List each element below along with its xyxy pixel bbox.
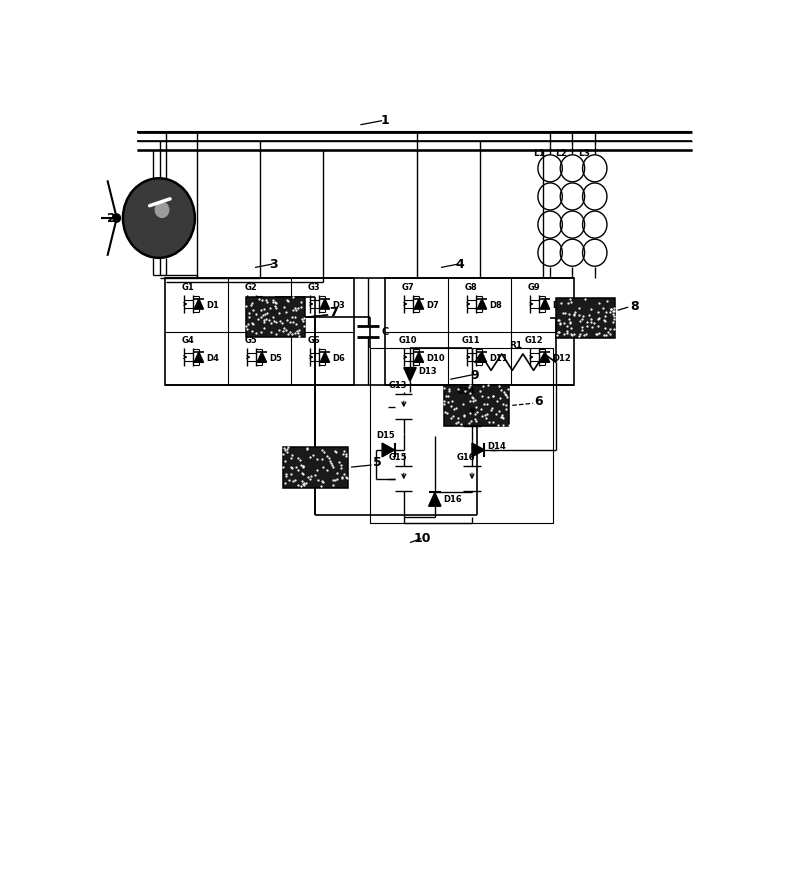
Text: 7: 7 — [330, 307, 338, 319]
Polygon shape — [382, 443, 394, 457]
Bar — [444, 385, 510, 426]
Bar — [246, 297, 305, 337]
Text: L3: L3 — [578, 150, 590, 159]
Text: 2: 2 — [106, 211, 115, 225]
Circle shape — [123, 178, 195, 257]
Text: G4: G4 — [182, 337, 194, 346]
Text: 10: 10 — [414, 532, 431, 545]
Polygon shape — [429, 493, 441, 506]
Bar — [370, 348, 553, 523]
Text: D15: D15 — [376, 431, 394, 440]
Polygon shape — [257, 298, 266, 309]
Polygon shape — [320, 298, 330, 309]
Polygon shape — [478, 352, 486, 363]
Text: D16: D16 — [443, 495, 462, 503]
Text: D6: D6 — [332, 354, 345, 363]
Polygon shape — [257, 352, 266, 363]
Polygon shape — [194, 298, 203, 309]
Text: G1: G1 — [182, 283, 194, 292]
Polygon shape — [194, 352, 203, 363]
Text: L1: L1 — [533, 150, 545, 159]
Circle shape — [154, 201, 170, 218]
Text: G8: G8 — [465, 283, 478, 292]
Text: D8: D8 — [489, 300, 502, 310]
Text: D7: D7 — [426, 300, 439, 310]
Text: D12: D12 — [552, 354, 571, 363]
Polygon shape — [478, 298, 486, 309]
Polygon shape — [540, 352, 550, 363]
Text: 8: 8 — [630, 299, 638, 313]
Text: G10: G10 — [399, 337, 418, 346]
Text: R1: R1 — [509, 340, 522, 350]
Text: 3: 3 — [270, 258, 278, 271]
Bar — [556, 298, 614, 338]
Polygon shape — [540, 298, 550, 309]
Text: G2: G2 — [245, 283, 258, 292]
Text: D4: D4 — [206, 354, 219, 363]
Text: 7: 7 — [330, 307, 338, 319]
Text: G16: G16 — [457, 453, 475, 462]
Text: L2: L2 — [555, 150, 567, 159]
Text: G7: G7 — [402, 283, 414, 292]
Text: D2: D2 — [269, 300, 282, 310]
Text: C: C — [382, 327, 389, 337]
Text: D10: D10 — [426, 354, 445, 363]
Text: D5: D5 — [269, 354, 282, 363]
Text: G14: G14 — [457, 388, 475, 396]
Text: G12: G12 — [525, 337, 544, 346]
Text: D9: D9 — [552, 300, 565, 310]
Text: G9: G9 — [528, 283, 541, 292]
Text: G6: G6 — [308, 337, 321, 346]
Text: D14: D14 — [487, 442, 506, 451]
Text: D11: D11 — [489, 354, 508, 363]
Text: 6: 6 — [534, 395, 542, 408]
Text: G15: G15 — [388, 453, 407, 462]
Text: G3: G3 — [308, 283, 321, 292]
Polygon shape — [414, 298, 424, 309]
Circle shape — [113, 214, 121, 222]
Polygon shape — [320, 352, 330, 363]
Text: 4: 4 — [455, 258, 464, 271]
Text: G13: G13 — [388, 380, 407, 389]
Text: D1: D1 — [206, 300, 219, 310]
Polygon shape — [404, 368, 416, 381]
Polygon shape — [472, 443, 485, 457]
Text: G11: G11 — [462, 337, 481, 346]
Bar — [386, 278, 574, 385]
Polygon shape — [414, 352, 424, 363]
Text: D13: D13 — [418, 366, 438, 376]
Text: 1: 1 — [381, 114, 390, 127]
Text: D3: D3 — [332, 300, 345, 310]
Bar — [283, 446, 348, 487]
Text: 5: 5 — [373, 456, 382, 470]
Bar — [165, 278, 354, 385]
Text: G5: G5 — [245, 337, 258, 346]
Text: 9: 9 — [470, 370, 479, 382]
